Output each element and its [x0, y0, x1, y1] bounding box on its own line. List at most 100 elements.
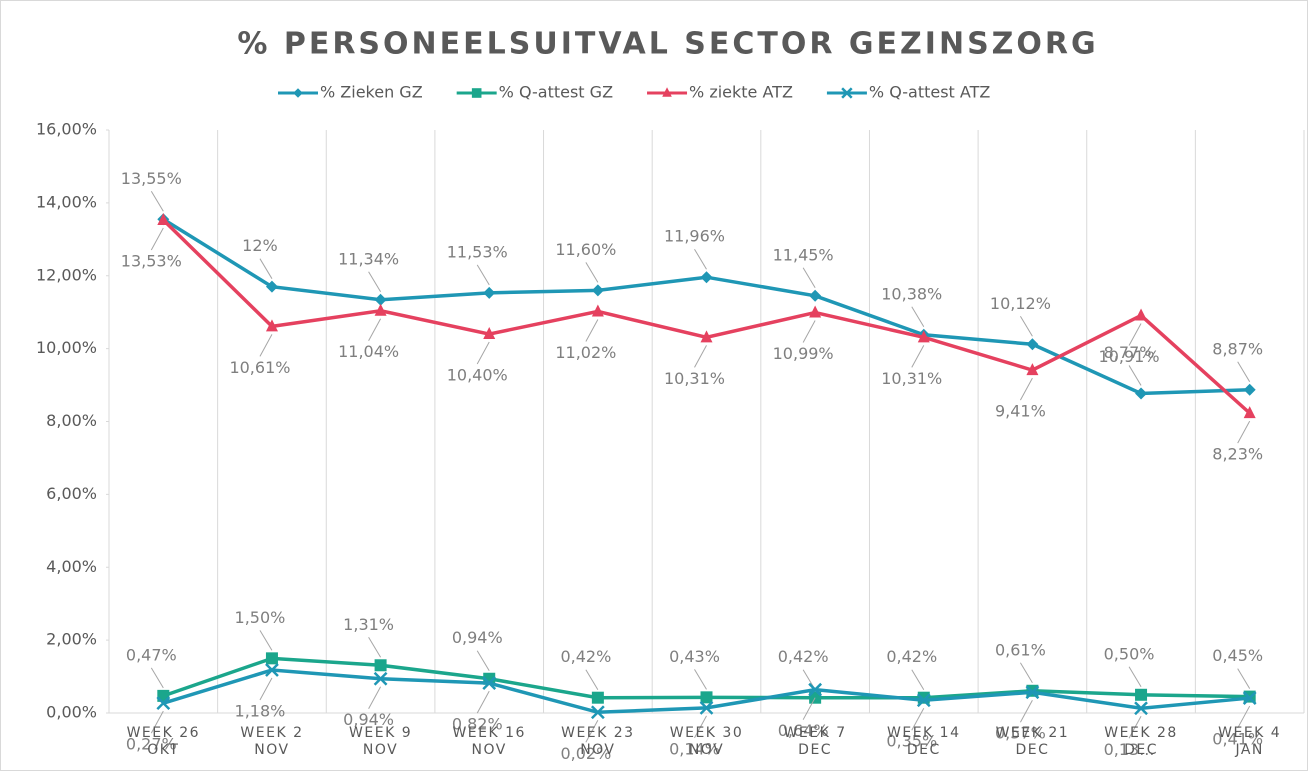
- data-label: 0,50%: [1104, 644, 1155, 663]
- leader-line: [1019, 662, 1033, 684]
- data-label: 0,42%: [778, 647, 829, 666]
- data-label: 11,02%: [555, 343, 616, 362]
- data-label: 8,77%: [1104, 343, 1155, 362]
- data-label: 0,14%: [669, 739, 720, 758]
- x-tick-label: WEEK 2 NOV: [240, 725, 304, 758]
- data-label: 0,45%: [1212, 646, 1263, 665]
- data-point: [809, 289, 822, 302]
- data-point: [265, 652, 278, 665]
- leader-line: [476, 690, 490, 714]
- data-point: [156, 696, 171, 711]
- data-point: [1135, 308, 1148, 321]
- data-point: [483, 286, 496, 299]
- data-point: [373, 671, 388, 686]
- data-point: [590, 705, 605, 720]
- y-tick-label: 0,00%: [46, 703, 97, 722]
- data-label: 10,38%: [881, 284, 942, 303]
- data-point: [1134, 701, 1148, 716]
- data-label: 0,64%: [778, 721, 829, 740]
- y-tick-label: 16,00%: [36, 120, 97, 139]
- y-tick-label: 4,00%: [46, 557, 97, 576]
- leader-line: [368, 637, 382, 658]
- data-label: 10,40%: [447, 366, 508, 385]
- data-label: 0,47%: [126, 645, 177, 664]
- data-point: [265, 663, 279, 677]
- x-tick-label: WEEK 21 DEC: [995, 725, 1070, 758]
- data-point: [916, 693, 931, 708]
- data-label: 1,50%: [235, 608, 286, 627]
- chart-title: % PERSONEELSUITVAL SECTOR GEZINSZORG: [237, 27, 1098, 62]
- data-label: 11,04%: [338, 342, 399, 361]
- data-point: [1243, 383, 1256, 396]
- leader-line: [259, 334, 273, 357]
- data-label: 0,61%: [995, 640, 1046, 659]
- data-point: [1243, 406, 1256, 419]
- leader-line: [694, 345, 707, 368]
- leader-line: [1237, 705, 1251, 729]
- leader-line: [694, 248, 707, 270]
- data-point: [265, 319, 278, 332]
- data-label: 0,27%: [126, 735, 177, 754]
- data-label: 0,42%: [560, 647, 611, 666]
- leader-line: [1019, 315, 1033, 337]
- data-point: [1242, 691, 1257, 705]
- data-label: 9,41%: [995, 402, 1046, 421]
- leader-line: [585, 720, 599, 743]
- data-point: [700, 271, 713, 284]
- data-label: 11,96%: [664, 227, 725, 246]
- leader-line: [911, 669, 925, 690]
- leader-line: [150, 227, 164, 251]
- leader-line: [1237, 420, 1251, 444]
- data-point: [374, 293, 387, 306]
- data-label: 10,12%: [990, 294, 1051, 313]
- legend-label: % Q-attest GZ: [499, 83, 613, 102]
- data-label: 10,31%: [881, 369, 942, 388]
- leader-line: [1237, 361, 1251, 383]
- data-label: 1,31%: [343, 615, 394, 634]
- leader-line: [150, 191, 164, 212]
- leader-line: [1237, 668, 1251, 689]
- data-label: 11,34%: [338, 249, 399, 268]
- leader-line: [1128, 666, 1142, 688]
- data-point: [374, 303, 387, 316]
- data-label: 0,43%: [669, 647, 720, 666]
- data-label: 0,42%: [886, 647, 937, 666]
- leader-line: [476, 264, 490, 286]
- y-tick-label: 6,00%: [46, 484, 97, 503]
- leader-line: [911, 306, 925, 328]
- leader-line: [476, 650, 490, 672]
- y-tick-label: 10,00%: [36, 338, 97, 357]
- data-label: 0,94%: [343, 710, 394, 729]
- data-label: 0,02%: [560, 744, 611, 763]
- legend: % Zieken GZ % Q-attest GZ % ziekte ATZ % Q-…: [278, 83, 990, 102]
- data-point: [591, 691, 604, 704]
- data-point: [374, 659, 387, 672]
- leader-line: [368, 686, 382, 709]
- data-label: 10,91%: [1099, 347, 1160, 366]
- data-point: [700, 330, 713, 343]
- data-label: 1,18%: [235, 702, 286, 721]
- data-label: 8,23%: [1212, 445, 1263, 464]
- data-point: [809, 305, 822, 318]
- leader-line: [694, 669, 707, 690]
- data-point: [591, 304, 604, 317]
- data-label: 10,99%: [773, 344, 834, 363]
- leader-line: [1128, 716, 1142, 739]
- data-point: [483, 327, 496, 340]
- legend-marker: [841, 87, 853, 99]
- data-label: 10,61%: [229, 358, 290, 377]
- data-point: [1026, 338, 1039, 351]
- leader-line: [1128, 323, 1142, 346]
- leader-line: [259, 630, 273, 651]
- data-label: 10,31%: [664, 369, 725, 388]
- leader-line: [1019, 699, 1033, 723]
- data-point: [482, 676, 497, 691]
- y-tick-label: 14,00%: [36, 192, 97, 211]
- data-point: [1135, 688, 1148, 701]
- leader-line: [259, 258, 273, 279]
- legend-marker: [662, 87, 672, 97]
- x-tick-label: WEEK 23 NOV: [561, 725, 635, 758]
- leader-line: [368, 318, 382, 341]
